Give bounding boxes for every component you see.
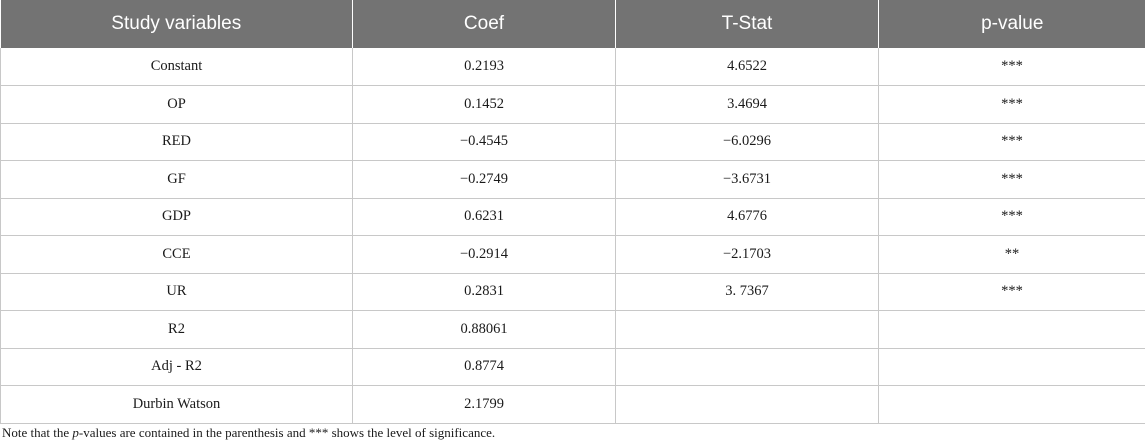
coef-cell: 0.6231 <box>352 197 616 236</box>
t-stat-cell: 4.6522 <box>615 48 879 86</box>
p-value-cell: *** <box>878 48 1145 86</box>
p-value-cell <box>878 347 1145 386</box>
p-value-cell: ** <box>878 235 1145 274</box>
t-stat-cell: 4.6776 <box>615 197 879 236</box>
table-row: CCE −0.2914 −2.1703 ** <box>0 235 1145 274</box>
table-row: RED −0.4545 −6.0296 *** <box>0 122 1145 161</box>
variable-cell: CCE <box>0 235 353 274</box>
coef-cell: −0.4545 <box>352 122 616 161</box>
header-row: Study variables Coef T-Stat p-value <box>0 0 1145 48</box>
coef-cell: 0.2193 <box>352 48 616 86</box>
header-study-variables: Study variables <box>111 13 242 34</box>
t-stat-cell <box>615 310 879 349</box>
table-row: GF −0.2749 −3.6731 *** <box>0 160 1145 199</box>
header-p-value: p-value <box>878 0 1145 48</box>
variable-cell: GF <box>0 160 353 199</box>
coef-cell: 0.2831 <box>352 272 616 311</box>
variable-cell: GDP <box>0 197 353 236</box>
table-row: OP 0.1452 3.4694 *** <box>0 85 1145 124</box>
results-table: Study variables Coef T-Stat p-value Cons… <box>0 0 1145 424</box>
p-value-cell: *** <box>878 160 1145 199</box>
variable-cell: RED <box>0 122 353 161</box>
p-value-cell: *** <box>878 85 1145 124</box>
variable-cell: Adj - R2 <box>0 347 353 386</box>
header-t-stat: T-Stat <box>615 0 879 48</box>
p-value-cell: *** <box>878 272 1145 311</box>
t-stat-cell: −3.6731 <box>615 160 879 199</box>
t-stat-cell: −6.0296 <box>615 122 879 161</box>
t-stat-cell: 3.4694 <box>615 85 879 124</box>
note-prefix: Note that the <box>2 425 73 440</box>
header-coef: Coef <box>352 0 616 48</box>
t-stat-cell: 3. 7367 <box>615 272 879 311</box>
table-row: Adj - R2 0.8774 <box>0 347 1145 386</box>
table-row: UR 0.2831 3. 7367 *** <box>0 272 1145 311</box>
note-suffix: -values are contained in the parenthesis… <box>78 425 496 440</box>
t-stat-cell: −2.1703 <box>615 235 879 274</box>
coef-cell: 0.1452 <box>352 85 616 124</box>
variable-cell: R2 <box>0 310 353 349</box>
coef-cell: 2.1799 <box>352 385 616 424</box>
note-italic-p: p <box>72 425 79 440</box>
table-note: Note that the p-values are contained in … <box>2 425 495 441</box>
table-row: Durbin Watson 2.1799 <box>0 385 1145 424</box>
coef-cell: 0.88061 <box>352 310 616 349</box>
variable-cell: OP <box>0 85 353 124</box>
t-stat-cell <box>615 385 879 424</box>
table-row: GDP 0.6231 4.6776 *** <box>0 197 1145 236</box>
variable-cell: UR <box>0 272 353 311</box>
coef-cell: −0.2749 <box>352 160 616 199</box>
p-value-cell: *** <box>878 197 1145 236</box>
p-value-cell <box>878 385 1145 424</box>
table-row: R2 0.88061 <box>0 310 1145 349</box>
variable-cell: Constant <box>0 48 353 86</box>
table-row: Constant 0.2193 4.6522 *** <box>0 48 1145 86</box>
p-value-cell: *** <box>878 122 1145 161</box>
p-value-cell <box>878 310 1145 349</box>
variable-cell: Durbin Watson <box>0 385 353 424</box>
coef-cell: −0.2914 <box>352 235 616 274</box>
t-stat-cell <box>615 347 879 386</box>
coef-cell: 0.8774 <box>352 347 616 386</box>
